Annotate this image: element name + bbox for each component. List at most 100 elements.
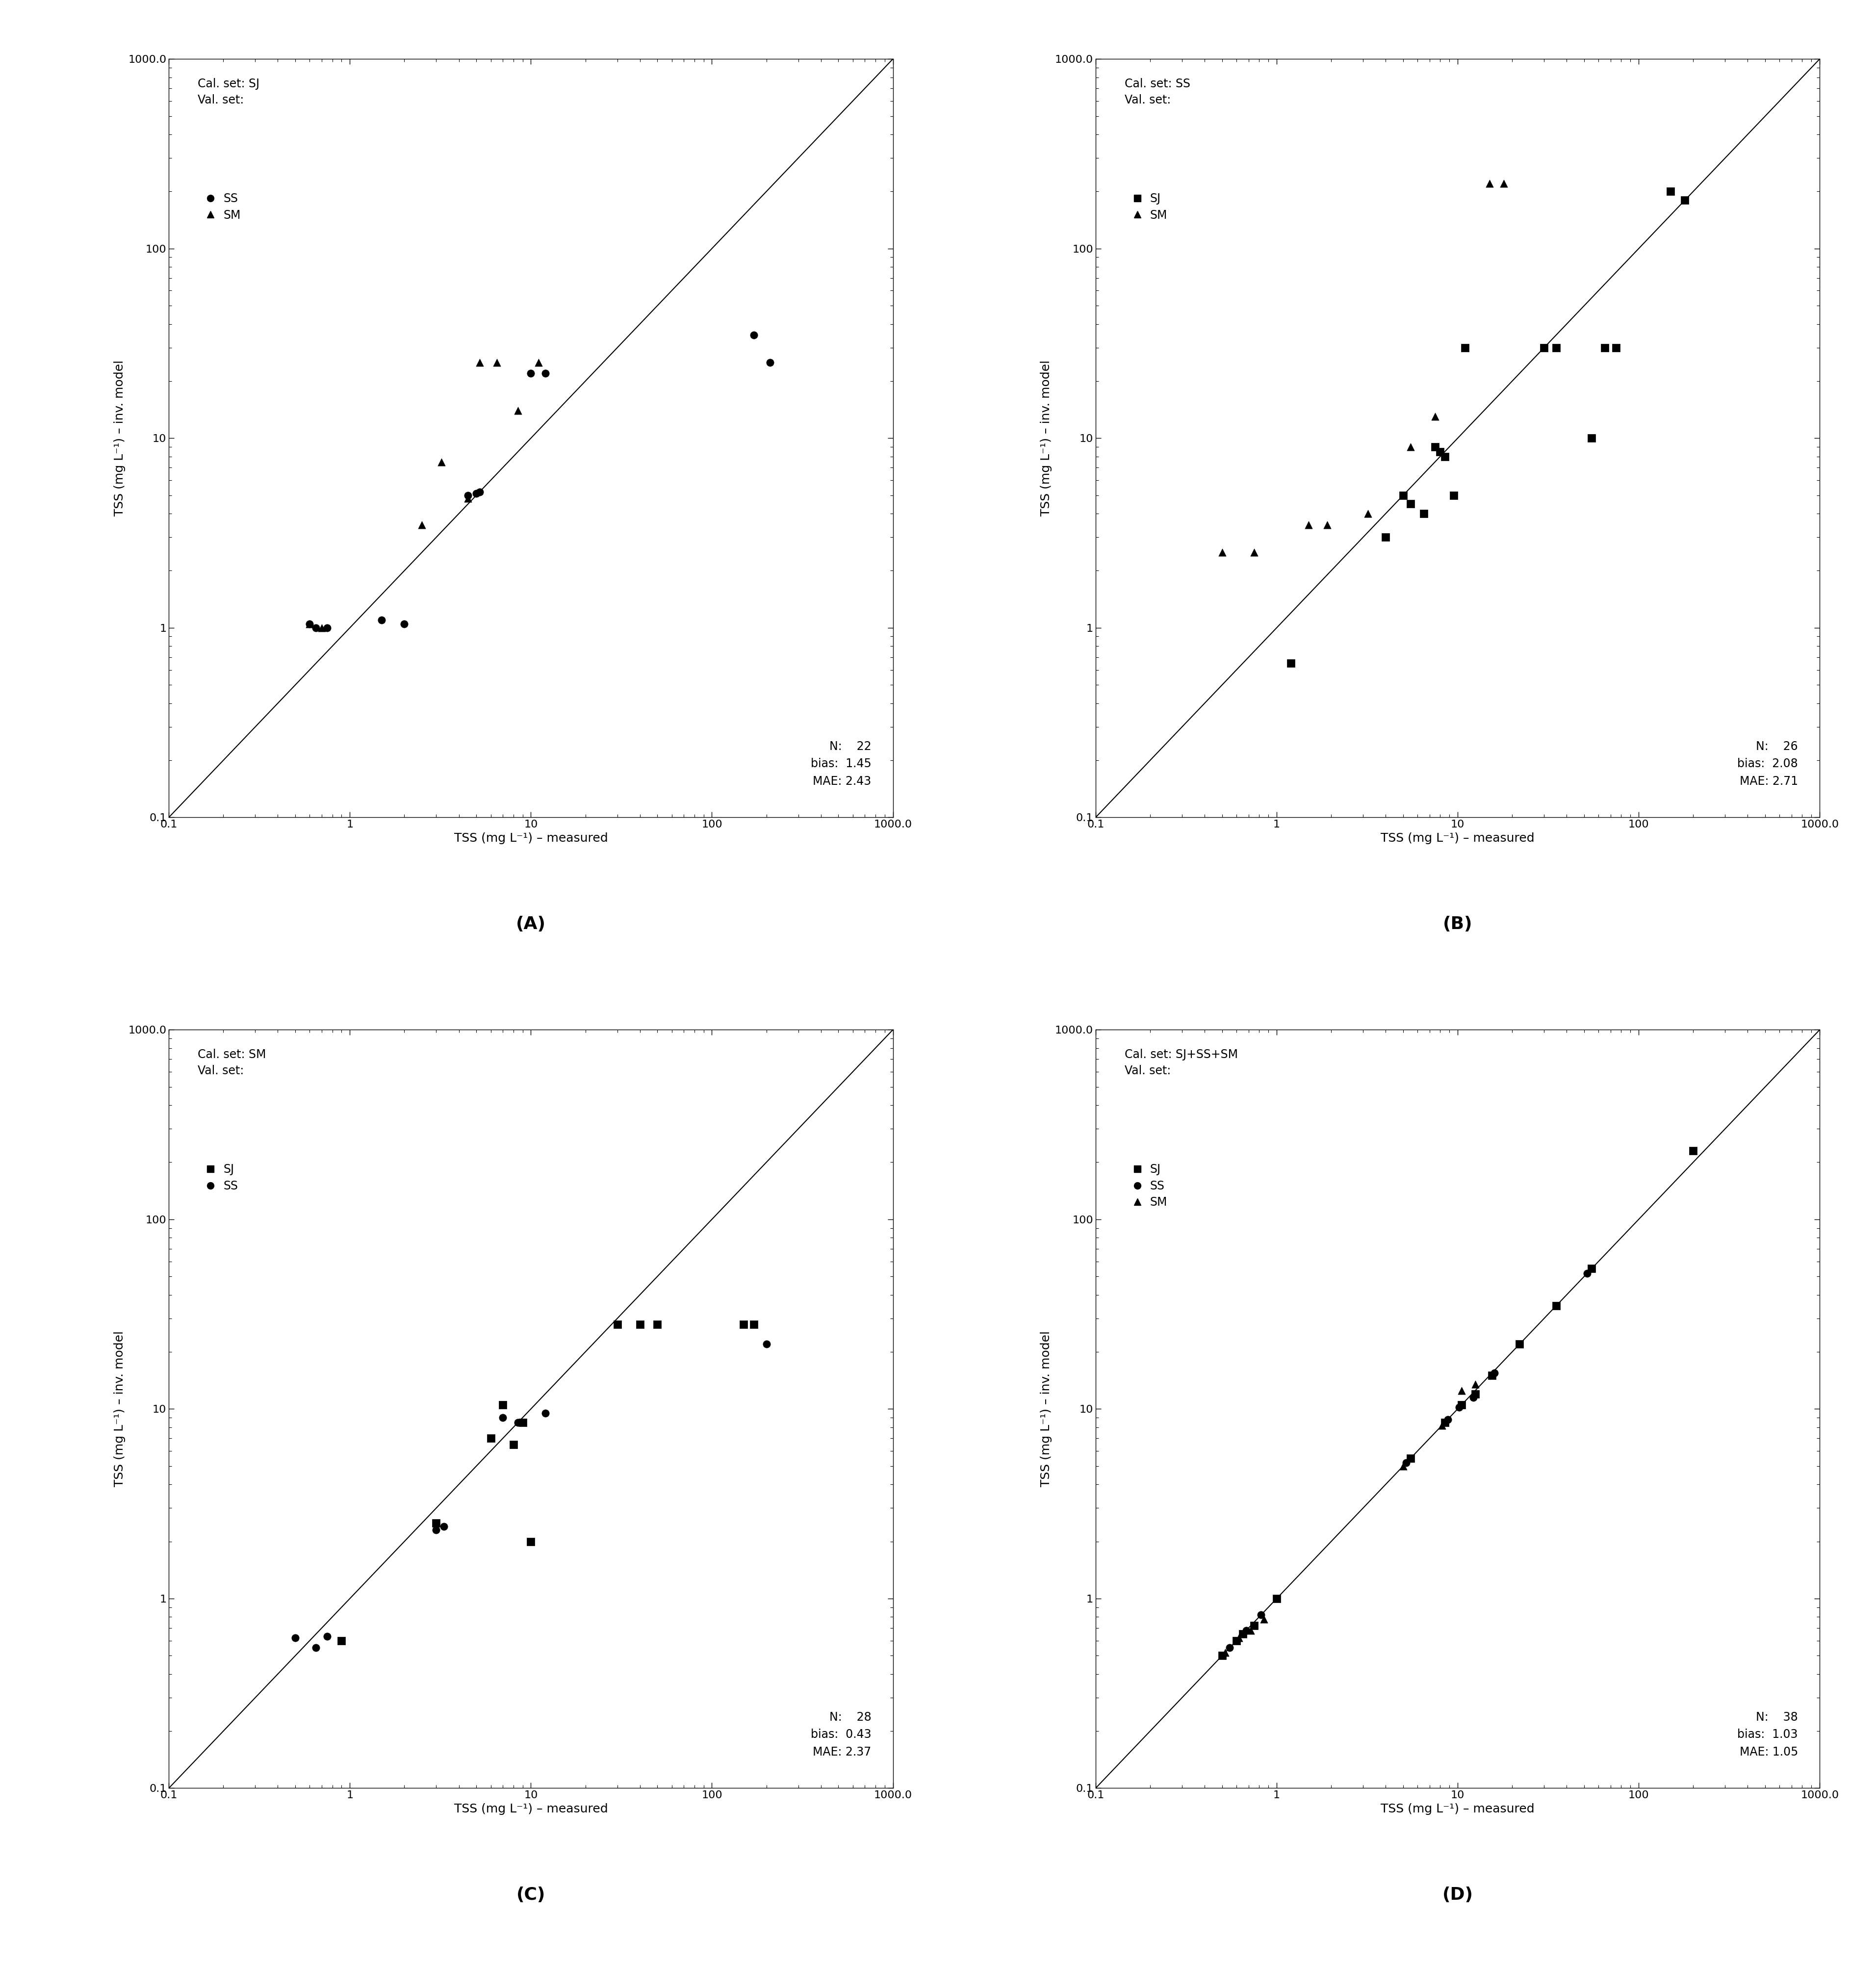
Legend: SJ, SM: SJ, SM [1131,193,1167,222]
Point [295,607,325,639]
Point [1246,1600,1276,1631]
Point [1223,1623,1253,1655]
Point [508,1407,538,1438]
Point [602,1309,632,1340]
Point [1589,332,1619,364]
Y-axis label: TSS (mg L⁻¹) – inv. model: TSS (mg L⁻¹) – inv. model [1041,1330,1052,1488]
Text: Cal. set: SJ+SS+SM
Val. set:: Cal. set: SJ+SS+SM Val. set: [1124,1049,1238,1077]
Point [739,1309,769,1340]
Point [752,1328,782,1360]
Point [728,1309,758,1340]
Y-axis label: TSS (mg L⁻¹) – inv. model: TSS (mg L⁻¹) – inv. model [114,360,126,517]
Point [1430,440,1460,472]
Point [422,1507,452,1539]
Point [1475,167,1505,198]
Point [407,509,437,540]
Point [1460,1368,1490,1399]
Legend: SJ, SS: SJ, SS [204,1163,238,1193]
Point [454,483,484,515]
Text: (B): (B) [1443,916,1473,933]
Legend: SJ, SS, SM: SJ, SS, SM [1131,1163,1167,1208]
Point [1679,1136,1709,1167]
Point [422,1515,452,1546]
Point [1430,1407,1460,1438]
X-axis label: TSS (mg L⁻¹) – measured: TSS (mg L⁻¹) – measured [454,833,608,845]
Point [1353,497,1383,529]
Point [531,358,561,389]
Point [308,611,338,643]
Point [516,358,546,389]
Text: Cal. set: SS
Val. set:: Cal. set: SS Val. set: [1124,79,1191,106]
Point [477,1423,507,1454]
Point [1238,536,1268,568]
Point [1249,1603,1279,1635]
Point [366,603,396,635]
Point [1446,1389,1476,1421]
Point [1439,479,1469,511]
Point [1670,185,1700,216]
Point [426,446,456,477]
Legend: SS, SM: SS, SM [204,193,240,222]
Point [1600,332,1630,364]
Point [1529,332,1559,364]
Point [1210,1637,1240,1668]
Point [465,476,495,507]
Point [454,479,484,511]
Point [430,1511,460,1543]
Point [295,607,325,639]
Point [1542,1291,1572,1322]
Point [1396,487,1426,519]
Point [1227,1619,1257,1651]
Text: (C): (C) [516,1886,546,1904]
Point [1276,648,1306,680]
X-axis label: TSS (mg L⁻¹) – measured: TSS (mg L⁻¹) – measured [1381,1804,1535,1816]
Point [1263,1584,1293,1615]
Point [1542,332,1572,364]
Point [1446,1376,1476,1407]
Point [482,348,512,379]
Point [1505,1328,1535,1360]
Point [1458,1381,1488,1413]
Y-axis label: TSS (mg L⁻¹) – inv. model: TSS (mg L⁻¹) – inv. model [1041,360,1052,517]
Point [1206,536,1236,568]
Point [300,611,330,643]
Point [516,1525,546,1556]
Point [1206,1641,1236,1672]
Point [1371,521,1401,552]
Point [1450,332,1480,364]
Point [503,1407,533,1438]
Y-axis label: TSS (mg L⁻¹) – inv. model: TSS (mg L⁻¹) – inv. model [114,1330,126,1488]
Point [1476,1360,1506,1391]
Point [326,1625,356,1656]
Point [1426,436,1456,468]
Point [1657,175,1687,206]
Point [1231,1615,1261,1647]
Point [1392,1446,1422,1478]
Text: (A): (A) [516,916,546,933]
Text: (D): (D) [1443,1886,1473,1904]
Point [461,477,492,509]
Point [1238,1609,1268,1641]
Point [1311,509,1341,540]
Point [1396,1442,1426,1474]
Point [1576,1254,1606,1285]
X-axis label: TSS (mg L⁻¹) – measured: TSS (mg L⁻¹) – measured [1381,833,1535,845]
Point [1576,422,1606,454]
Point [1572,1258,1602,1289]
Point [1214,1633,1244,1664]
Point [523,348,553,379]
Point [1420,430,1450,462]
Text: N:    22
bias:  1.45
MAE: 2.43: N: 22 bias: 1.45 MAE: 2.43 [810,741,870,788]
Point [1294,509,1324,540]
Point [625,1309,655,1340]
X-axis label: TSS (mg L⁻¹) – measured: TSS (mg L⁻¹) – measured [454,1804,608,1816]
Point [499,1429,529,1460]
Point [531,1397,561,1429]
Text: N:    38
bias:  1.03
MAE: 1.05: N: 38 bias: 1.03 MAE: 1.05 [1737,1712,1797,1759]
Point [1409,497,1439,529]
Point [280,1623,310,1655]
Point [311,1621,341,1653]
Text: N:    28
bias:  0.43
MAE: 2.37: N: 28 bias: 0.43 MAE: 2.37 [810,1712,870,1759]
Point [488,1401,518,1432]
Point [488,1389,518,1421]
